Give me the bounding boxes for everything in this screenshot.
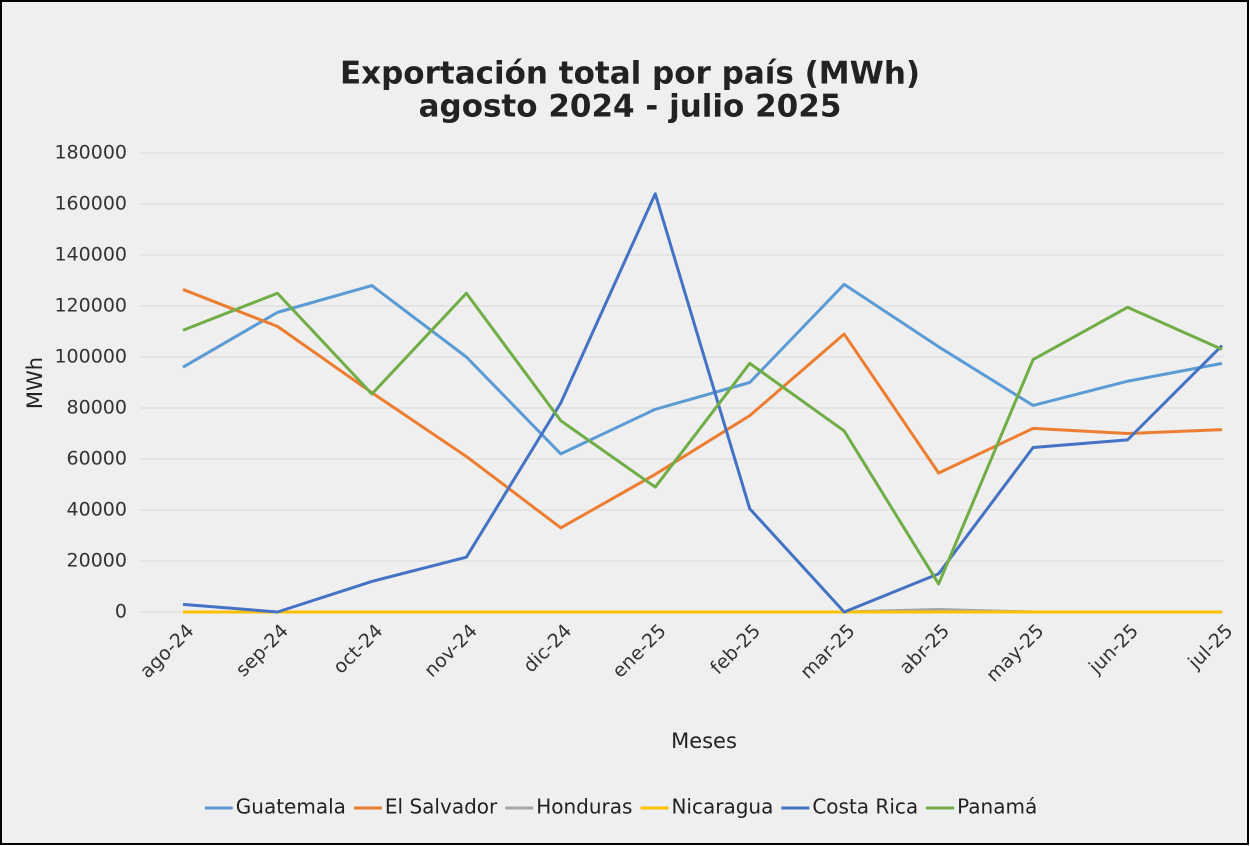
y-tick-label: 60000 (67, 448, 127, 470)
y-axis-label: MWh (23, 357, 47, 409)
series-line (182, 291, 1223, 586)
y-tick-label: 100000 (54, 346, 127, 368)
legend-label: Costa Rica (812, 795, 918, 819)
legend-label: Nicaragua (671, 795, 773, 819)
y-tick-label: 140000 (54, 244, 127, 266)
legend-label: Panamá (957, 795, 1037, 819)
series-line (182, 288, 1223, 530)
chart-title: Exportación total por país (MWh) (340, 56, 920, 92)
legend-label: Honduras (536, 795, 632, 819)
y-tick-label: 120000 (54, 295, 127, 317)
x-axis-label: Meses (671, 729, 737, 753)
chart-subtitle: agosto 2024 - julio 2025 (419, 89, 842, 125)
y-tick-label: 20000 (67, 550, 127, 572)
legend-label: Guatemala (236, 795, 346, 819)
y-tick-label: 80000 (67, 397, 127, 419)
y-tick-label: 180000 (54, 142, 127, 164)
y-tick-label: 40000 (67, 499, 127, 521)
legend-label: El Salvador (385, 795, 498, 819)
y-tick-label: 160000 (54, 193, 127, 215)
y-tick-label: 0 (115, 601, 127, 623)
series-line (182, 192, 1224, 614)
series-line (182, 282, 1223, 456)
